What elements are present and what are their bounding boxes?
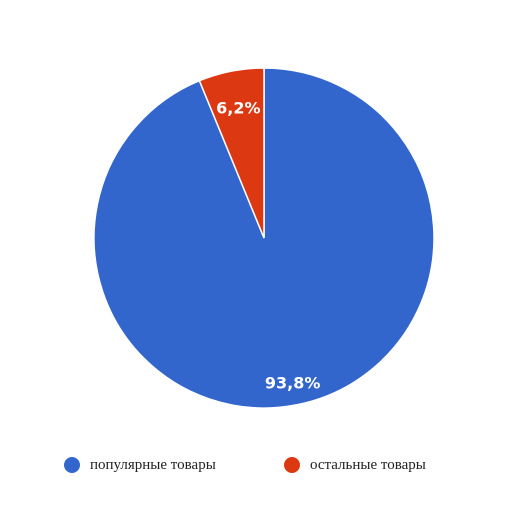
- legend-label-popular: популярные товары: [90, 456, 216, 473]
- slice-label-popular: 93,8%: [265, 374, 321, 393]
- slice-label-other: 6,2%: [216, 98, 260, 117]
- legend: популярные товары остальные товары: [0, 455, 528, 475]
- legend-item-other[interactable]: остальные товары: [284, 455, 426, 475]
- pie-slice-other[interactable]: [198, 67, 265, 239]
- legend-item-popular[interactable]: популярные товары: [64, 455, 216, 475]
- legend-swatch-other: [284, 457, 300, 473]
- legend-label-other: остальные товары: [310, 456, 426, 473]
- legend-swatch-popular: [64, 457, 80, 473]
- pie-chart: 93,8% 6,2%: [93, 67, 435, 409]
